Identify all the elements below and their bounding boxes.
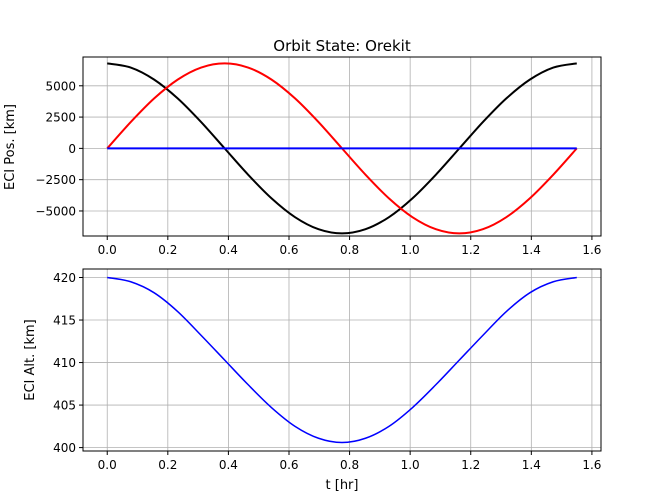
x-tick-label: 0.0 bbox=[98, 458, 117, 472]
y-tick-label: 2500 bbox=[45, 111, 76, 125]
x-tick-label: 0.6 bbox=[279, 243, 298, 257]
x-tick-label: 1.6 bbox=[582, 458, 601, 472]
y-tick-label: 0 bbox=[68, 142, 76, 156]
x-tick-label: 0.0 bbox=[98, 243, 117, 257]
y-tick-label: −2500 bbox=[35, 173, 76, 187]
x-tick-label: 0.4 bbox=[219, 458, 238, 472]
y-tick-label: −5000 bbox=[35, 204, 76, 218]
x-tick-label: 1.0 bbox=[401, 243, 420, 257]
x-tick-label: 1.0 bbox=[401, 458, 420, 472]
series-line bbox=[107, 276, 577, 444]
y-axis-label: ECI Alt. [km] bbox=[23, 319, 38, 400]
x-tick-label: 0.6 bbox=[279, 458, 298, 472]
y-axis-label: ECI Pos. [km] bbox=[3, 104, 18, 190]
altitude-plot: 0.0 0.2 0.4 0.6 0.8 1.0 1.2 1.4 1.6 400 405 410 415 4… bbox=[23, 268, 602, 493]
x-tick-label: 1.2 bbox=[461, 243, 480, 257]
x-tick-label: 1.4 bbox=[522, 243, 541, 257]
y-tick-label: 405 bbox=[53, 399, 76, 413]
y-tick-label: 400 bbox=[53, 441, 76, 455]
y-tick-label: 5000 bbox=[45, 79, 76, 93]
y-tick-label: 420 bbox=[53, 271, 76, 285]
x-axis-label: t [hr] bbox=[326, 478, 359, 493]
axes-frame bbox=[82, 268, 602, 452]
series-line bbox=[107, 62, 577, 235]
x-tick-label: 1.6 bbox=[582, 243, 601, 257]
x-tick-label: 0.8 bbox=[340, 243, 359, 257]
x-tick-label: 0.8 bbox=[340, 458, 359, 472]
x-tick-label: 0.2 bbox=[158, 243, 177, 257]
x-tick-label: 0.2 bbox=[158, 458, 177, 472]
chart-title: Orbit State: Orekit bbox=[273, 37, 411, 55]
x-tick-label: 1.4 bbox=[522, 458, 541, 472]
x-tick-label: 0.4 bbox=[219, 243, 238, 257]
y-tick-label: 410 bbox=[53, 356, 76, 370]
x-tick-label: 1.2 bbox=[461, 458, 480, 472]
y-tick-label: 415 bbox=[53, 314, 76, 328]
position-plot: 0.0 0.2 0.4 0.6 0.8 1.0 1.2 1.4 1.6 −5000 −2500 0 25… bbox=[3, 56, 602, 257]
axes-frame bbox=[82, 56, 602, 237]
